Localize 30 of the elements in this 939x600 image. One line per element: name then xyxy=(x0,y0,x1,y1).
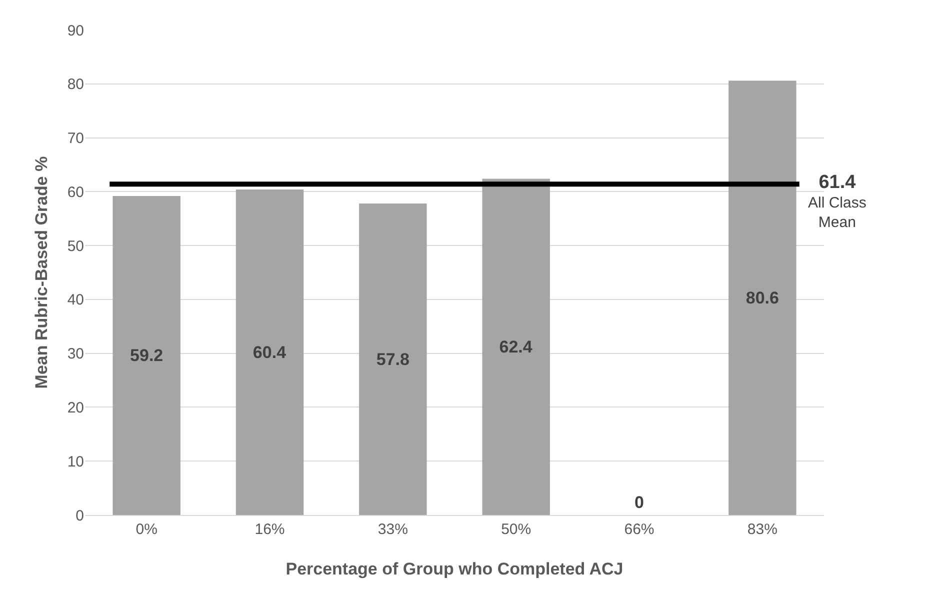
y-tick-label: 50 xyxy=(67,238,84,255)
y-tick-label: 20 xyxy=(67,399,84,416)
x-tick-label: 16% xyxy=(254,521,285,538)
x-tick-label: 66% xyxy=(624,521,654,538)
data-label: 80.6 xyxy=(746,288,779,308)
bar xyxy=(482,178,550,515)
bar xyxy=(728,80,796,515)
y-tick-label: 70 xyxy=(67,130,84,148)
data-label: 62.4 xyxy=(499,337,533,356)
ref-line-label: 61.4 All Class Mean xyxy=(808,172,866,231)
y-tick-label: 30 xyxy=(67,346,84,363)
y-tick-label: 80 xyxy=(67,76,84,94)
y-tick-label: 90 xyxy=(67,22,84,40)
x-tick-label: 0% xyxy=(136,521,158,538)
y-tick-label: 0 xyxy=(76,507,84,524)
x-tick-label: 83% xyxy=(747,521,778,538)
x-tick-label: 50% xyxy=(501,521,532,538)
y-tick-label: 40 xyxy=(67,292,84,309)
data-label: 0 xyxy=(634,493,644,512)
y-tick-label: 60 xyxy=(67,184,84,201)
bar xyxy=(236,190,304,515)
data-label: 59.2 xyxy=(130,346,164,365)
x-tick-label: 33% xyxy=(378,521,408,538)
data-label: 60.4 xyxy=(252,342,287,362)
bar xyxy=(359,204,427,515)
y-axis-title: Mean Rubric-Based Grade % xyxy=(32,156,51,389)
data-label: 57.8 xyxy=(376,350,410,369)
x-axis-title: Percentage of Group who Completed ACJ xyxy=(286,559,624,578)
bar xyxy=(112,196,180,515)
y-tick-label: 10 xyxy=(67,453,84,470)
